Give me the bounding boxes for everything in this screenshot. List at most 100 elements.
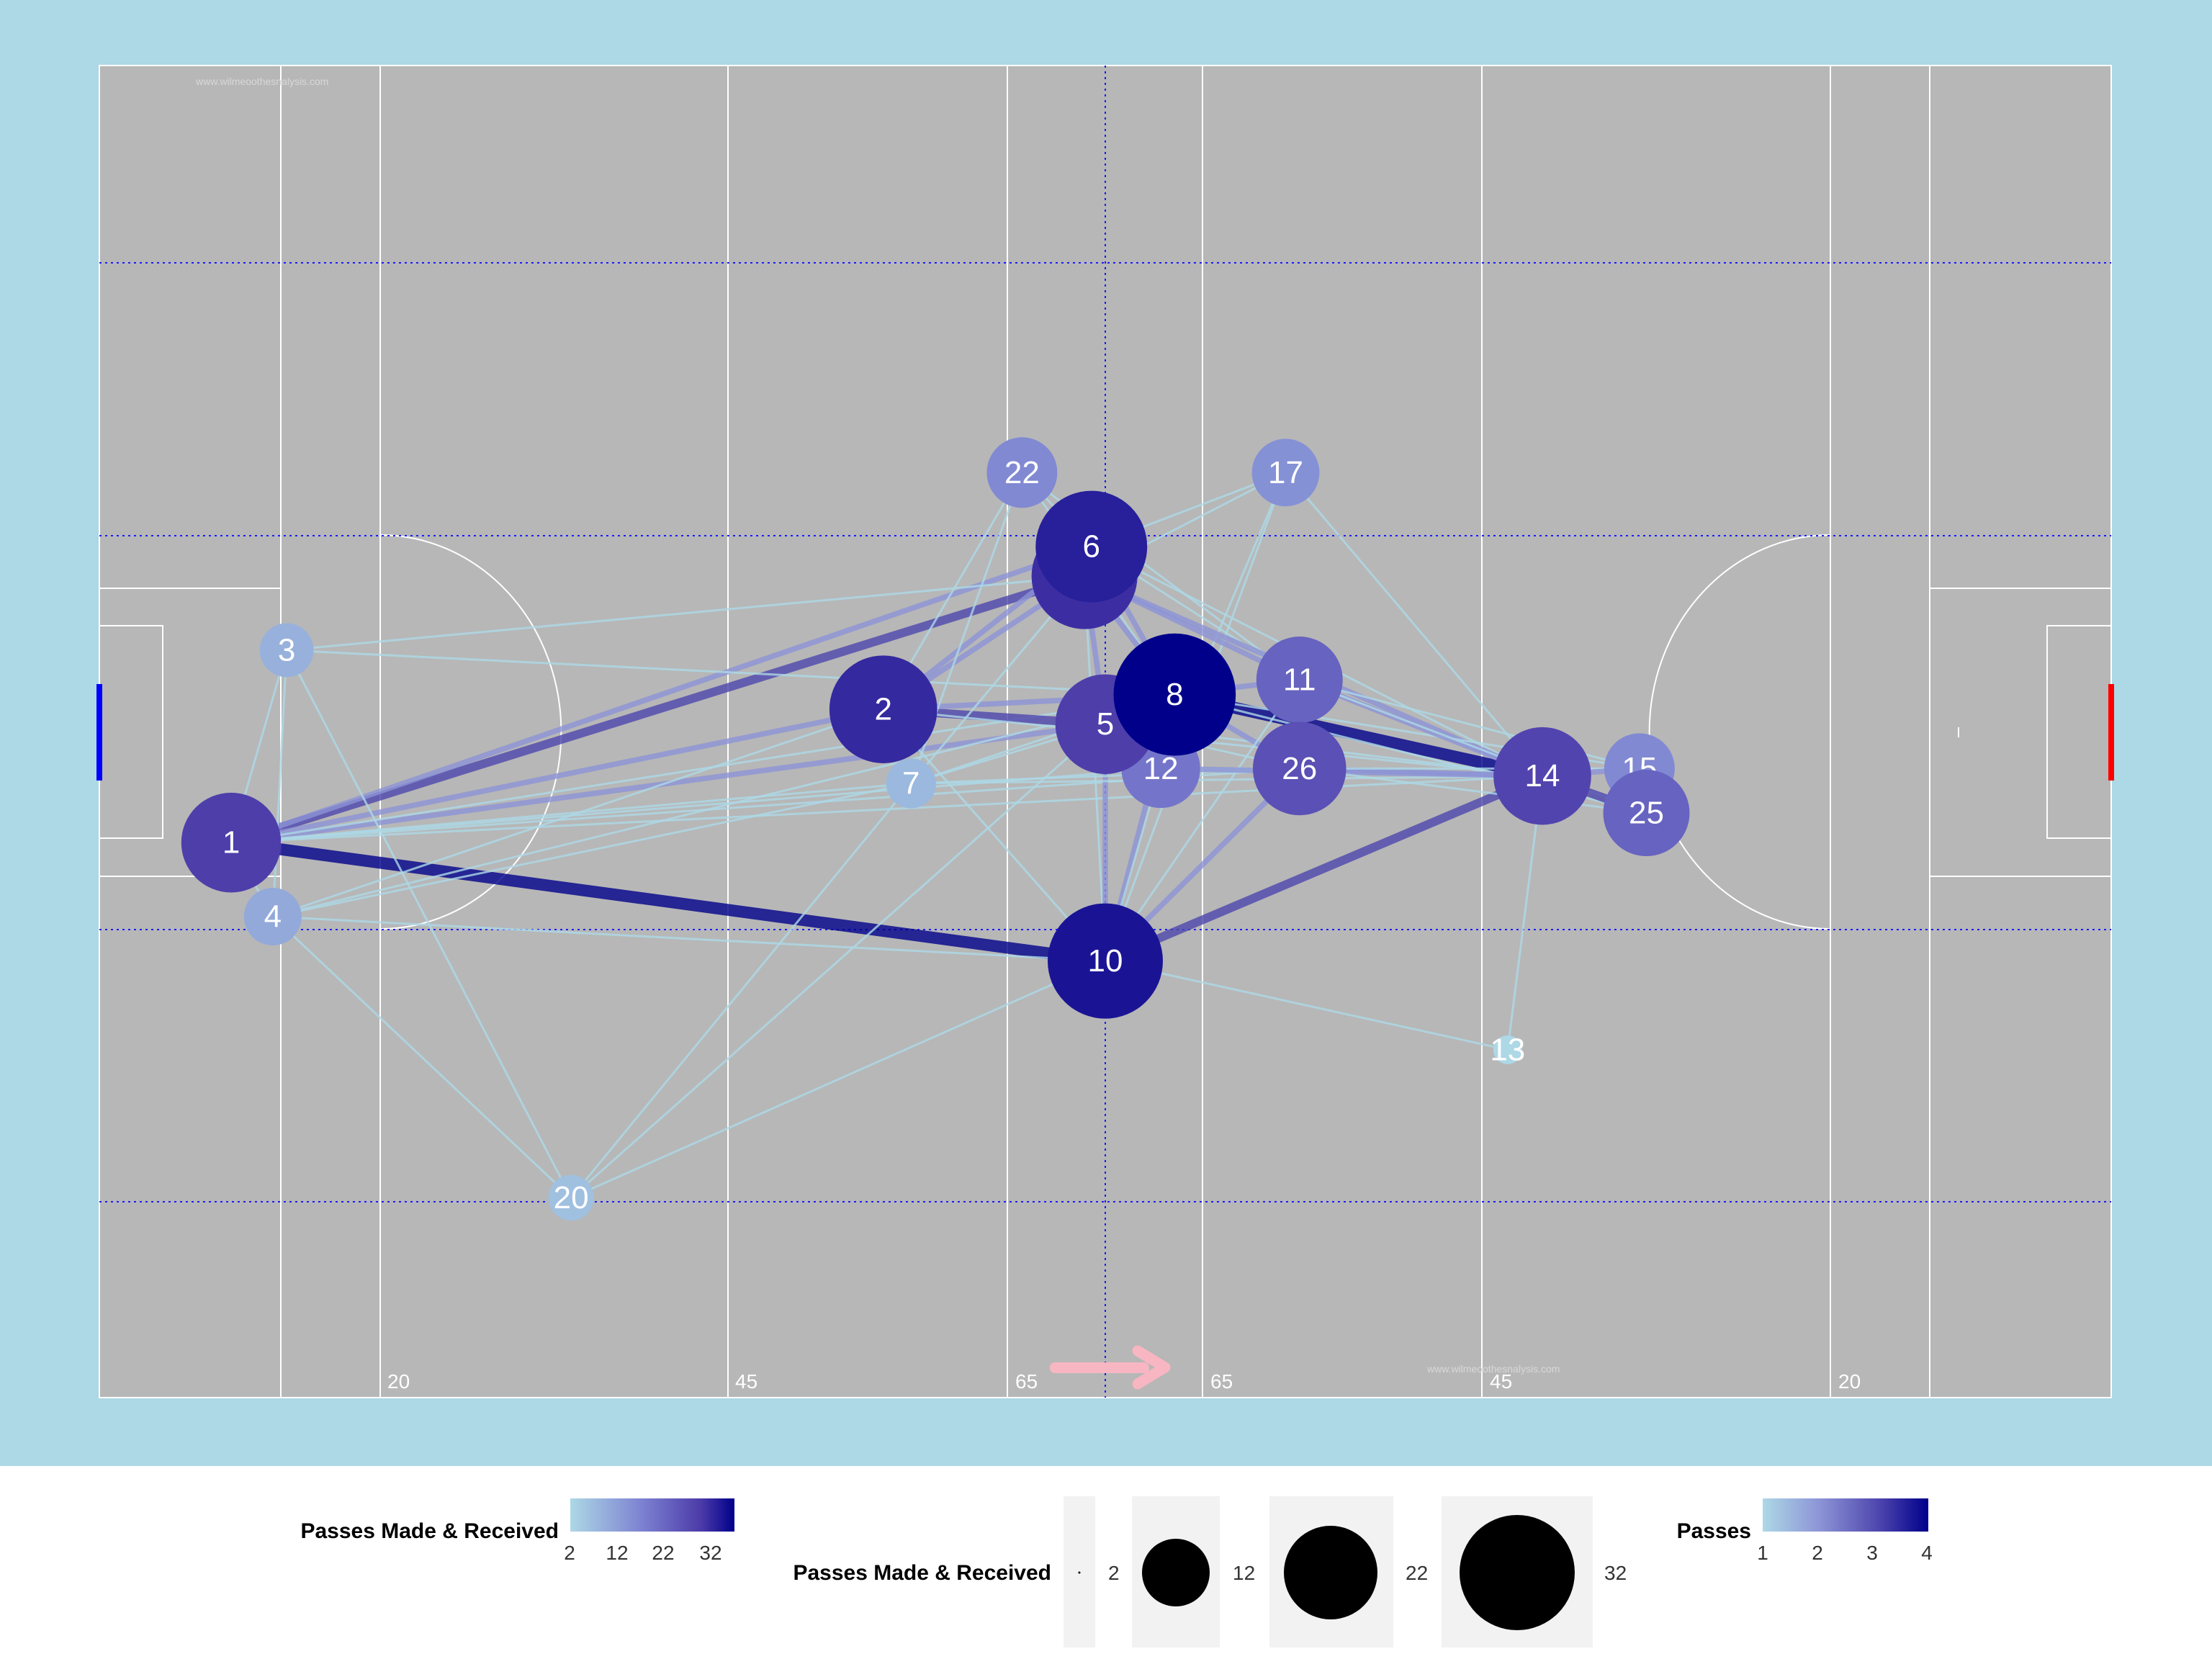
player-label-25: 25 xyxy=(1629,796,1664,831)
player-circle-14 xyxy=(1493,727,1591,825)
player-node-14: 14 xyxy=(1493,727,1591,825)
distance-markers: 20 45 65 65 45 20 xyxy=(387,1370,1861,1393)
watermark-top: www.wilmeoothesnalysis.com xyxy=(195,76,328,87)
legend-size-dot-12 xyxy=(1142,1539,1210,1606)
player-circle-13 xyxy=(1493,1035,1522,1064)
direction-arrow-shaft xyxy=(1050,1362,1149,1373)
legend-edge-color-tick-4: 4 xyxy=(1921,1542,1933,1564)
pass-edge-26-25 xyxy=(1298,767,1647,814)
player-node-1: 1 xyxy=(181,792,282,893)
pass-edge-1-9 xyxy=(227,572,1089,848)
legend-size-label-2: 2 xyxy=(1108,1562,1120,1584)
direction-arrow xyxy=(1050,1345,1171,1390)
legend-node-color: Passes Made & Received 2 12 22 32 xyxy=(300,1498,734,1564)
player-circle-10 xyxy=(1048,903,1163,1019)
player-label-5: 5 xyxy=(1097,706,1114,742)
distance-marker-20-left: 20 xyxy=(387,1370,410,1393)
legend-edge-color: Passes 1 2 3 4 xyxy=(1677,1498,1933,1564)
legend-background xyxy=(0,1466,2212,1659)
player-circle-1 xyxy=(181,792,282,893)
distance-marker-65-right: 65 xyxy=(1210,1370,1233,1393)
player-label-22: 22 xyxy=(1004,455,1040,490)
player-label-20: 20 xyxy=(554,1180,589,1215)
player-label-1: 1 xyxy=(222,825,240,860)
pass-edge-3-8 xyxy=(285,649,1176,696)
distance-marker-20-right: 20 xyxy=(1838,1370,1861,1393)
legend-edge-color-tick-2: 2 xyxy=(1812,1542,1823,1564)
player-label-6: 6 xyxy=(1082,529,1100,565)
pass-edge-10-13 xyxy=(1104,960,1509,1051)
legend-edge-color-tick-3: 3 xyxy=(1866,1542,1878,1564)
player-node-10: 10 xyxy=(1048,903,1163,1019)
pass-edge-1-10 xyxy=(225,836,1112,967)
legend-size-dot-22 xyxy=(1284,1526,1377,1619)
player-label-26: 26 xyxy=(1282,751,1317,786)
pass-edge-3-9 xyxy=(285,575,1086,652)
legend-node-color-tick-22: 22 xyxy=(652,1542,674,1564)
player-nodes: 1320734171522121125261415926108 xyxy=(181,437,1690,1221)
player-circle-11 xyxy=(1256,637,1343,724)
player-label-13: 13 xyxy=(1490,1032,1525,1067)
player-circle-17 xyxy=(1251,439,1320,507)
player-circle-25 xyxy=(1603,770,1690,857)
player-label-3: 3 xyxy=(278,632,295,667)
player-label-4: 4 xyxy=(264,899,282,934)
pass-edge-4-20 xyxy=(271,915,572,1199)
player-label-11: 11 xyxy=(1283,662,1316,698)
pass-edge-20-5 xyxy=(570,723,1107,1199)
pass-edge-2-14 xyxy=(882,708,1544,778)
player-label-2: 2 xyxy=(874,692,891,727)
player-node-2: 2 xyxy=(829,655,938,763)
arc-left xyxy=(379,534,562,930)
pitch-lines xyxy=(99,66,2112,1398)
legend-node-size: Passes Made & Received 2 12 22 32 xyxy=(793,1496,1627,1647)
pass-edge-7-14 xyxy=(909,775,1544,785)
player-circle-26 xyxy=(1252,721,1346,816)
legend-size-label-32: 32 xyxy=(1604,1562,1627,1584)
legend-node-color-tick-2: 2 xyxy=(564,1542,575,1564)
legend-edge-color-bar xyxy=(1763,1498,1928,1532)
pass-edge-1-2 xyxy=(228,706,886,845)
player-label-8: 8 xyxy=(1166,677,1183,712)
pass-edge-10-14 xyxy=(1101,771,1547,966)
pass-edge-1-6 xyxy=(228,544,1094,845)
player-node-22: 22 xyxy=(986,437,1058,508)
legend-size-dot-2 xyxy=(1078,1571,1081,1574)
player-label-12: 12 xyxy=(1143,751,1179,786)
distance-marker-45-right: 45 xyxy=(1490,1370,1512,1393)
player-node-7: 7 xyxy=(886,758,936,809)
pitch: 20 45 65 65 45 20 www.wilmeoothesnalysis… xyxy=(96,65,2114,1398)
legend-size-label-12: 12 xyxy=(1233,1562,1255,1584)
player-circle-20 xyxy=(548,1174,594,1221)
player-label-14: 14 xyxy=(1524,758,1560,793)
arc-right xyxy=(1648,534,1831,930)
legend-node-color-tick-12: 12 xyxy=(606,1542,628,1564)
player-circle-7 xyxy=(886,758,936,809)
pass-edge-4-8 xyxy=(271,693,1176,918)
pass-edge-17-14 xyxy=(1284,471,1544,778)
player-circle-22 xyxy=(986,437,1058,508)
goal-left xyxy=(96,684,102,781)
player-label-7: 7 xyxy=(902,765,920,801)
player-node-20: 20 xyxy=(548,1174,594,1221)
player-node-6: 6 xyxy=(1035,490,1148,603)
legend-node-size-title: Passes Made & Received xyxy=(793,1561,1051,1585)
legend-node-color-bar xyxy=(570,1498,734,1532)
player-node-25: 25 xyxy=(1603,770,1690,857)
pass-edge-20-10 xyxy=(570,960,1107,1199)
legend-edge-color-title: Passes xyxy=(1677,1519,1751,1543)
legend-size-dot-32 xyxy=(1460,1515,1575,1630)
grid-lines xyxy=(99,66,2111,1398)
player-circle-6 xyxy=(1035,490,1148,603)
player-node-17: 17 xyxy=(1251,439,1320,507)
pass-edge-3-4 xyxy=(271,649,288,918)
player-circle-2 xyxy=(829,655,938,763)
player-node-3: 3 xyxy=(259,623,314,678)
player-circle-4 xyxy=(243,887,302,945)
pass-edge-8-14 xyxy=(1169,688,1549,782)
pass-edge-1-12 xyxy=(230,767,1162,844)
pass-edge-4-7 xyxy=(271,782,912,918)
direction-arrow-head xyxy=(1132,1345,1171,1390)
legend-node-color-title: Passes Made & Received xyxy=(300,1519,559,1543)
player-node-26: 26 xyxy=(1252,721,1346,816)
